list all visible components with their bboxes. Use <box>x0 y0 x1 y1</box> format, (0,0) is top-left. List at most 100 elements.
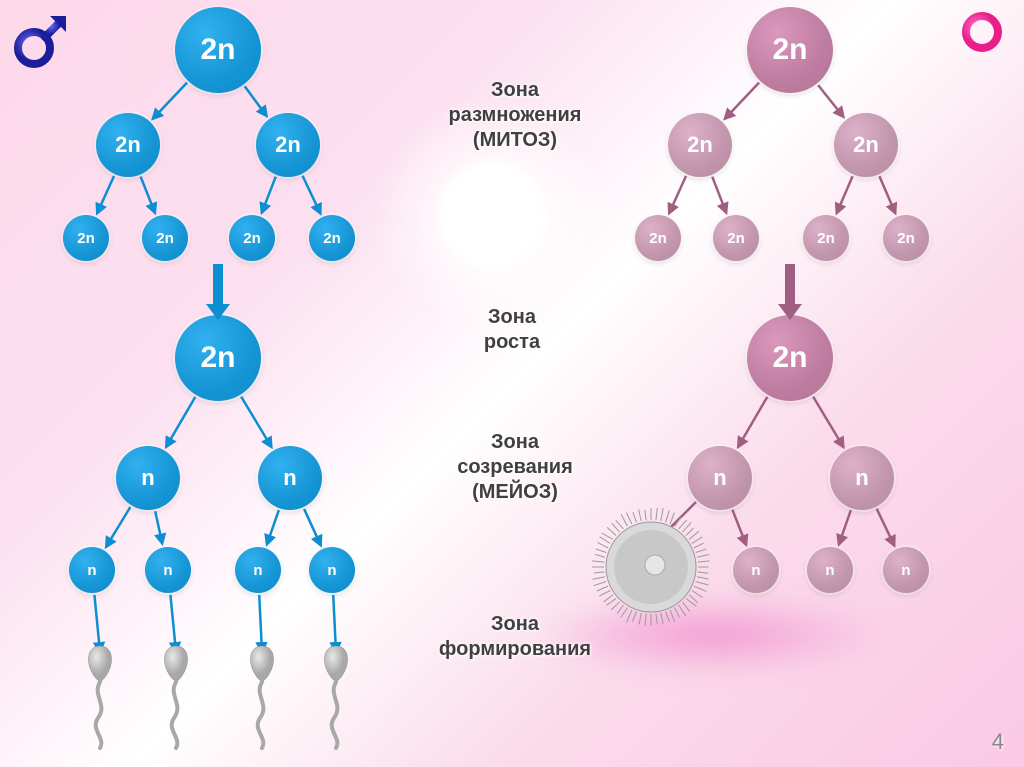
cell-label: n <box>141 465 154 491</box>
cell-label: n <box>163 562 172 579</box>
zone-label-z2: Зонароста <box>452 305 572 355</box>
cell-f-c: 2n <box>803 215 849 261</box>
cell-label: n <box>87 562 96 579</box>
arrow <box>241 397 271 448</box>
zone-label-z4: Зонаформирования <box>415 612 615 662</box>
cell-label: n <box>327 562 336 579</box>
cell-label: 2n <box>156 230 174 247</box>
arrow <box>725 83 759 119</box>
arrow <box>303 176 321 214</box>
zone-line: формирования <box>415 637 615 662</box>
arrow <box>839 510 851 544</box>
cell-f-root: 2n <box>747 7 833 93</box>
zone-line: Зона <box>415 612 615 637</box>
arrow <box>669 176 686 213</box>
cell-label: n <box>283 465 296 491</box>
zone-line: Зона <box>435 430 595 455</box>
cell-m-t3: n <box>235 547 281 593</box>
cell-label: n <box>825 562 834 579</box>
cell-m-d: 2n <box>309 215 355 261</box>
arrow <box>97 176 114 213</box>
arrow <box>738 397 767 447</box>
cell-label: 2n <box>897 230 915 247</box>
zone-line: (МЕЙОЗ) <box>435 480 595 505</box>
arrow <box>813 397 843 448</box>
cell-label: n <box>751 562 760 579</box>
cell-f-grow: 2n <box>747 315 833 401</box>
zone-line: роста <box>452 330 572 355</box>
thick-arrow <box>206 264 230 320</box>
cell-f-m2: n <box>830 446 894 510</box>
cell-m-c: 2n <box>229 215 275 261</box>
cell-label: 2n <box>200 33 235 67</box>
cell-f-1: 2n <box>668 113 732 177</box>
zone-label-z1: Зонаразмножения(МИТОЗ) <box>430 78 600 153</box>
cell-label: 2n <box>853 132 879 158</box>
female-symbol-icon <box>952 10 1012 80</box>
cell-f-a: 2n <box>635 215 681 261</box>
cell-label: 2n <box>687 132 713 158</box>
arrow <box>818 85 843 117</box>
arrow <box>879 176 895 213</box>
cell-m-2: 2n <box>256 113 320 177</box>
arrow <box>106 507 130 547</box>
arrow <box>877 509 895 546</box>
male-symbol-icon <box>12 10 72 70</box>
cell-f-t2: n <box>733 547 779 593</box>
cell-label: 2n <box>77 230 95 247</box>
cell-label: n <box>901 562 910 579</box>
cell-m-grow: 2n <box>175 315 261 401</box>
zone-line: размножения <box>430 103 600 128</box>
arrow <box>712 177 726 213</box>
cell-m-m1: n <box>116 446 180 510</box>
cell-label: 2n <box>115 132 141 158</box>
cell-label: 2n <box>275 132 301 158</box>
egg-cell-icon <box>592 508 710 626</box>
arrow <box>155 511 162 543</box>
cell-label: 2n <box>200 341 235 375</box>
cell-f-2: 2n <box>834 113 898 177</box>
cell-f-t3: n <box>807 547 853 593</box>
cell-label: n <box>253 562 262 579</box>
cell-label: 2n <box>323 230 341 247</box>
cell-m-m2: n <box>258 446 322 510</box>
thick-arrow <box>778 264 802 320</box>
cell-m-a: 2n <box>63 215 109 261</box>
zone-line: созревания <box>435 455 595 480</box>
arrow <box>267 510 279 544</box>
arrow <box>166 397 195 447</box>
sperm-icon <box>80 640 130 750</box>
cell-f-t4: n <box>883 547 929 593</box>
cell-f-d: 2n <box>883 215 929 261</box>
zone-label-z3: Зонасозревания(МЕЙОЗ) <box>435 430 595 505</box>
zone-line: (МИТОЗ) <box>430 128 600 153</box>
cell-label: n <box>855 465 868 491</box>
sperm-icon <box>316 640 366 750</box>
arrow <box>837 176 853 213</box>
cell-label: 2n <box>772 341 807 375</box>
sperm-icon <box>156 640 206 750</box>
cell-m-t4: n <box>309 547 355 593</box>
arrow <box>245 86 267 116</box>
cell-m-t2: n <box>145 547 191 593</box>
cell-f-m1: n <box>688 446 752 510</box>
cell-label: n <box>713 465 726 491</box>
cell-f-b: 2n <box>713 215 759 261</box>
zone-line: Зона <box>430 78 600 103</box>
arrow <box>304 509 321 546</box>
cell-label: 2n <box>772 33 807 67</box>
cell-label: 2n <box>817 230 835 247</box>
slide-number: 4 <box>992 729 1004 755</box>
cell-m-b: 2n <box>142 215 188 261</box>
zone-line: Зона <box>452 305 572 330</box>
cell-label: 2n <box>243 230 261 247</box>
arrow <box>153 83 187 119</box>
arrow <box>141 177 155 213</box>
cell-label: 2n <box>727 230 745 247</box>
arrow <box>732 510 746 545</box>
cell-m-1: 2n <box>96 113 160 177</box>
cell-m-t1: n <box>69 547 115 593</box>
cell-m-root: 2n <box>175 7 261 93</box>
arrow <box>262 177 276 213</box>
sperm-icon <box>242 640 292 750</box>
